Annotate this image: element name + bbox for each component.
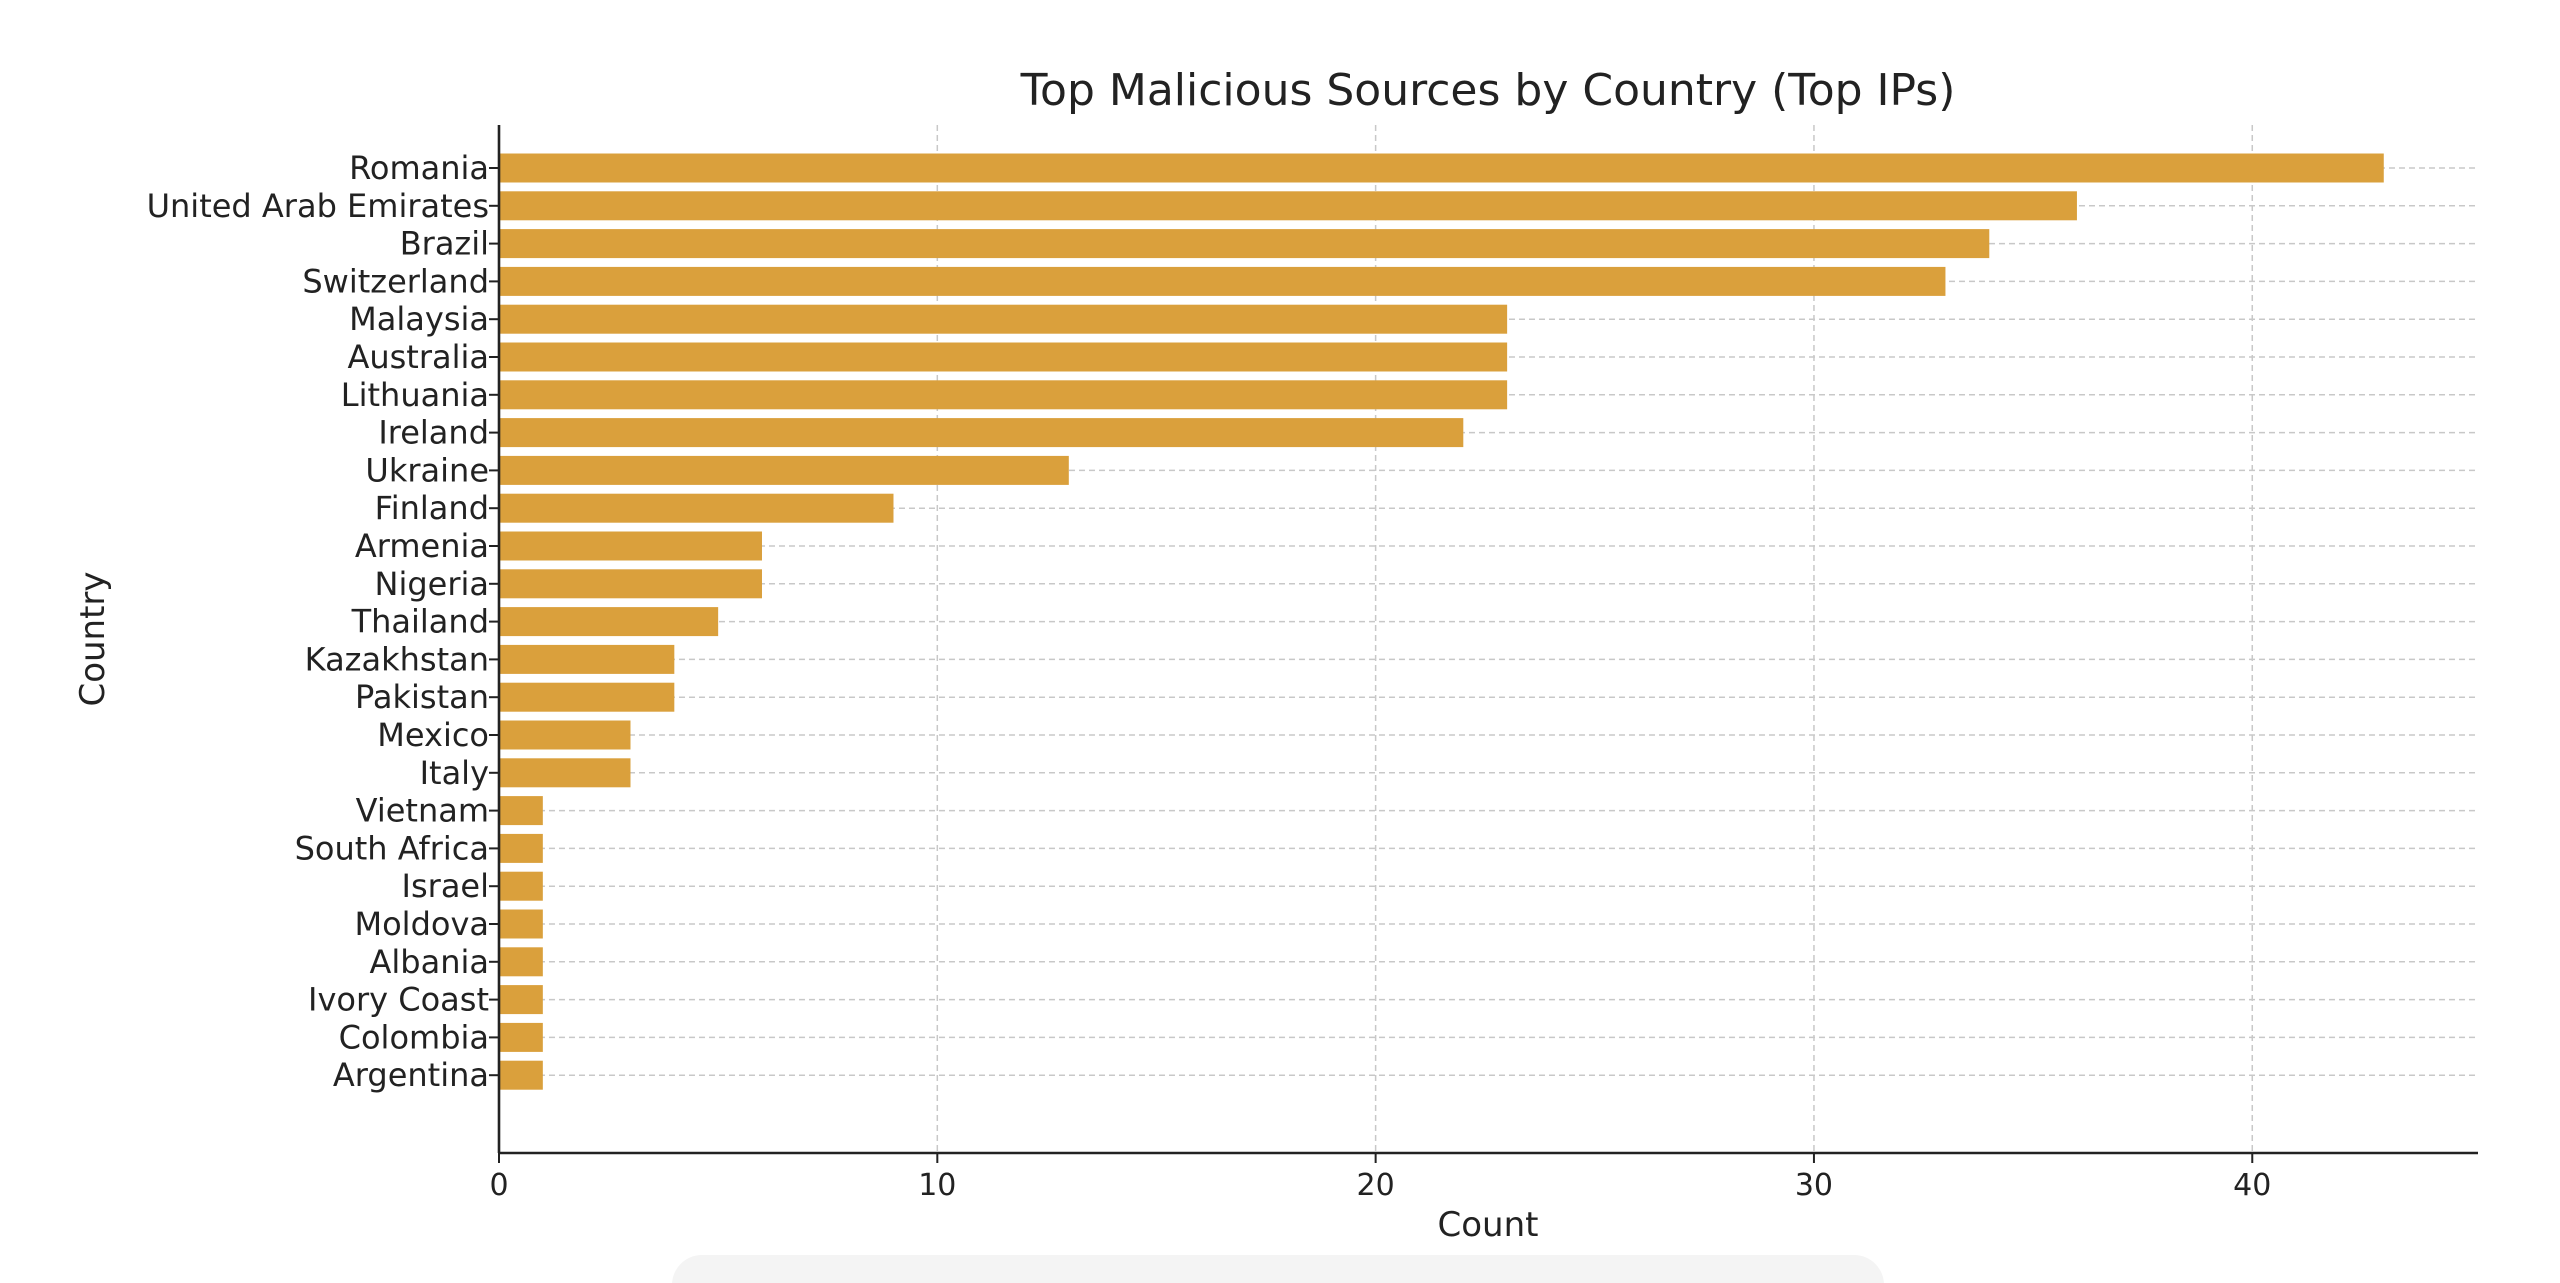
bar-israel: [499, 871, 543, 901]
category-label: South Africa: [295, 829, 489, 867]
bar-armenia: [499, 531, 762, 561]
category-label: Moldova: [354, 905, 489, 943]
category-label: Lithuania: [341, 376, 489, 414]
bars: [499, 153, 2384, 1090]
bar-australia: [499, 342, 1508, 372]
bar-pakistan: [499, 682, 675, 712]
bar-switzerland: [499, 266, 1946, 296]
category-label: Brazil: [400, 225, 489, 263]
bar-ukraine: [499, 455, 1069, 485]
category-label: Switzerland: [302, 262, 489, 300]
bar-kazakhstan: [499, 644, 675, 674]
category-label: Colombia: [339, 1018, 489, 1056]
bar-italy: [499, 758, 631, 788]
bar-colombia: [499, 1022, 543, 1052]
bar-argentina: [499, 1060, 543, 1090]
x-tick-label: 30: [1795, 1168, 1833, 1203]
x-axis-label: Count: [1438, 1205, 1539, 1245]
category-label: United Arab Emirates: [147, 187, 489, 225]
bar-moldova: [499, 909, 543, 939]
bar-south-africa: [499, 833, 543, 863]
bar-finland: [499, 493, 894, 523]
x-tick-label: 0: [489, 1168, 508, 1203]
bar-lithuania: [499, 380, 1508, 410]
bar-albania: [499, 947, 543, 977]
ticks: 0 10 20 30 40: [489, 167, 2271, 1203]
category-label: Ivory Coast: [308, 981, 489, 1019]
category-label: Argentina: [333, 1056, 489, 1094]
category-label: Finland: [375, 489, 489, 527]
category-label: Armenia: [355, 527, 489, 565]
category-label: Kazakhstan: [305, 640, 489, 678]
category-label: Ukraine: [365, 451, 489, 489]
bar-romania: [499, 153, 2384, 183]
y-axis-label: Country: [73, 571, 113, 706]
x-tick-label: 20: [1357, 1168, 1395, 1203]
grid-lines: [499, 125, 2478, 1153]
bar-vietnam: [499, 796, 543, 826]
category-label: Vietnam: [356, 792, 489, 830]
chart-title: Top Malicious Sources by Country (Top IP…: [1020, 65, 1956, 116]
x-tick-label: 40: [2233, 1168, 2271, 1203]
bar-malaysia: [499, 304, 1508, 334]
category-label: Australia: [347, 338, 489, 376]
category-label: Israel: [402, 867, 489, 905]
category-label: Italy: [420, 754, 489, 792]
axes: [497, 125, 2478, 1155]
bottom-card: [672, 1255, 1884, 1283]
bar-brazil: [499, 229, 1990, 259]
category-label: Nigeria: [375, 565, 489, 603]
category-label: Ireland: [378, 414, 489, 452]
bar-thailand: [499, 607, 719, 637]
category-label: Pakistan: [355, 678, 489, 716]
bar-ireland: [499, 418, 1464, 448]
bar-united-arab-emirates: [499, 191, 2077, 221]
category-label: Mexico: [377, 716, 489, 754]
bar-nigeria: [499, 569, 762, 599]
bar-mexico: [499, 720, 631, 750]
category-label: Romania: [349, 149, 489, 187]
category-label: Malaysia: [349, 300, 489, 338]
category-label: Albania: [370, 943, 489, 981]
bar-ivory-coast: [499, 985, 543, 1015]
x-tick-label: 10: [918, 1168, 956, 1203]
category-label: Thailand: [351, 603, 489, 641]
